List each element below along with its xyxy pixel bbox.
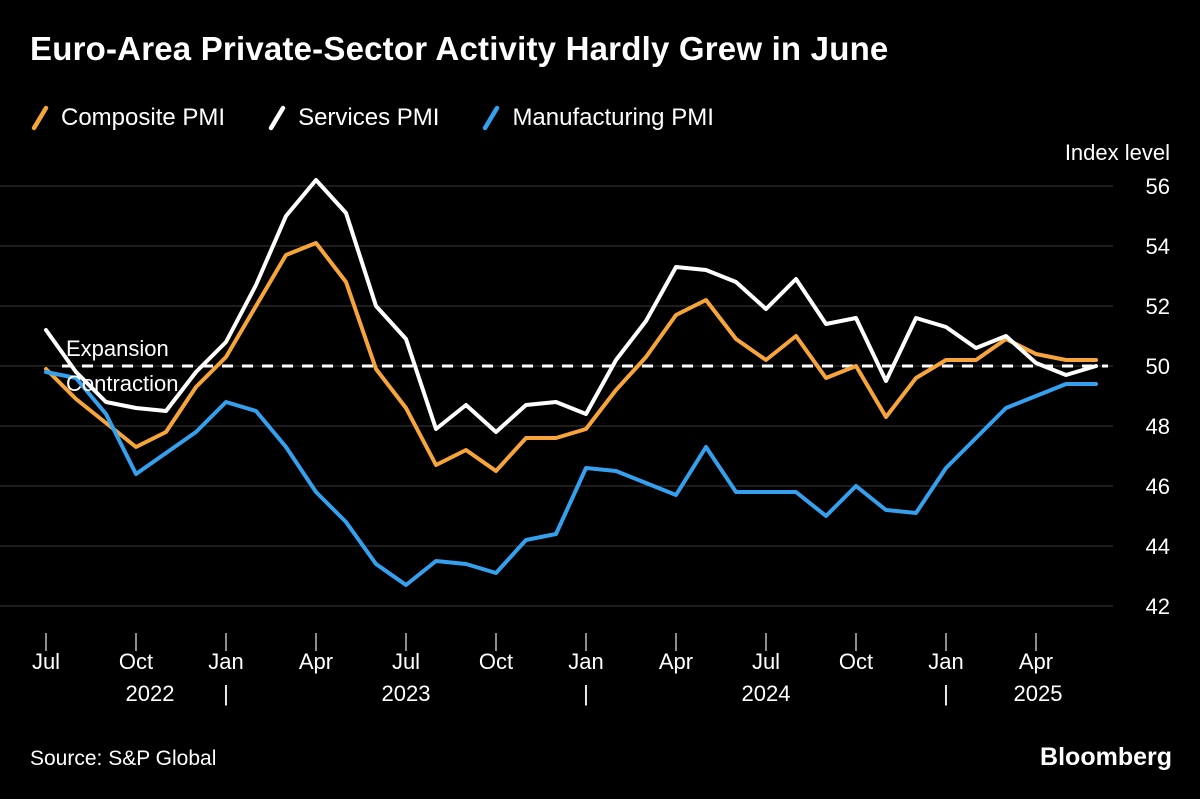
y-axis-title: Index level [1064,140,1170,165]
x-tick-label: Oct [479,649,513,674]
series-line-services-pmi [44,178,1098,434]
source-label: Source: S&P Global [30,747,217,770]
x-tick-label: Apr [1019,649,1053,674]
services-line-swatch-icon [268,105,286,131]
legend-label-composite: Composite PMI [61,104,226,131]
y-tick-label: 48 [1146,414,1170,439]
chart-title: Euro-Area Private-Sector Activity Hardly… [30,30,889,67]
legend-label-manufacturing: Manufacturing PMI [512,104,714,131]
series-line-manufacturing-pmi [44,370,1098,587]
year-separator: | [583,681,589,706]
bloomberg-logo: Bloomberg [1040,743,1172,771]
year-separator: | [943,681,949,706]
y-tick-label: 44 [1146,534,1170,559]
x-tick-label: Jan [928,649,963,674]
legend: Composite PMI Services PMI Manufacturing… [30,104,714,132]
year-label: 2024 [742,681,791,706]
x-tick-label: Apr [659,649,693,674]
x-tick-label: Jul [32,649,60,674]
x-tick-label: Jul [752,649,780,674]
year-label: 2022 [126,681,175,706]
year-label: 2023 [382,681,431,706]
y-tick-label: 42 [1146,594,1170,619]
services-swatch-stroke [268,105,286,131]
x-tick-label: Apr [299,649,333,674]
legend-item-composite: Composite PMI [30,104,225,132]
legend-item-services: Services PMI [267,104,439,132]
contraction-label: Contraction [66,371,179,396]
manufacturing-line-swatch-icon [483,105,500,131]
x-tick-label: Oct [119,649,153,674]
y-tick-label: 46 [1146,474,1170,499]
composite-line-swatch-icon [31,105,49,131]
manufacturing-swatch-stroke [483,105,500,131]
year-label: 2025 [1014,681,1063,706]
x-tick-label: Oct [839,649,873,674]
y-tick-label: 54 [1146,234,1170,259]
x-tick-label: Jan [568,649,603,674]
y-tick-label: 52 [1146,294,1170,319]
composite-swatch-stroke [31,105,49,131]
expansion-label: Expansion [66,336,169,361]
y-tick-label: 56 [1146,174,1170,199]
x-tick-label: Jul [392,649,420,674]
legend-label-services: Services PMI [298,104,440,131]
year-separator: | [223,681,229,706]
legend-item-manufacturing: Manufacturing PMI [481,104,714,132]
series-line-composite-pmi [44,241,1098,473]
x-tick-label: Jan [208,649,243,674]
y-tick-label: 50 [1146,354,1170,379]
